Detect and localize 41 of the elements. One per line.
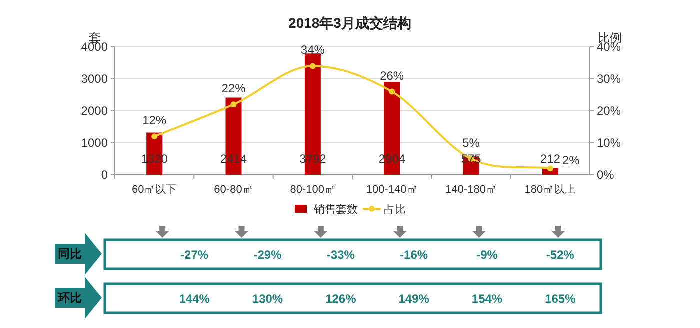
legend-label: 占比 [384,203,406,216]
text: 165% [545,292,576,306]
data-label: 5% [462,136,480,150]
y2-tick-label: 20% [597,104,622,118]
x-tick-label: 140-180㎡ [446,184,497,196]
data-label: 2% [562,154,580,168]
text: -16% [400,248,428,262]
text: 154% [472,292,503,306]
chart-title: 2018年3月成交结构 [288,15,412,31]
text: -27% [180,248,209,262]
text: 126% [326,292,357,306]
text: -29% [254,248,282,262]
y2-tick-label: 30% [597,72,622,86]
text: 130% [252,292,284,306]
y-tick-label: 1000 [81,136,108,150]
y2-axis-title: 比例 [598,31,622,45]
x-tick-label: 60㎡以下 [132,183,178,196]
y-tick-label: 2000 [81,104,108,118]
x-tick-label: 100-140㎡ [366,184,418,196]
y-tick-label: 3000 [81,72,108,86]
data-label: 22% [222,82,246,96]
text: -52% [546,248,575,262]
text: 144% [179,292,210,306]
data-label: 34% [300,43,326,58]
data-label: 212 [540,152,561,166]
text: -9% [476,248,498,262]
y2-tick-label: 10% [597,136,622,150]
x-tick-label: 60-80㎡ [214,184,254,196]
data-label: 575 [461,152,482,166]
text: 环比 [57,291,82,305]
legend-label: 销售套数 [313,204,358,216]
y-tick-label: 0 [101,168,108,182]
data-label: 12% [142,114,167,128]
y2-tick-label: 0% [597,168,615,182]
x-tick-label: 180㎡以上 [524,183,576,196]
y-axis-title: 套 [89,31,101,45]
x-tick-label: 80-100㎡ [290,184,336,196]
text: 同比 [58,247,82,261]
text: 149% [398,292,430,306]
text: -33% [326,248,356,262]
data-label: 26% [380,68,404,83]
